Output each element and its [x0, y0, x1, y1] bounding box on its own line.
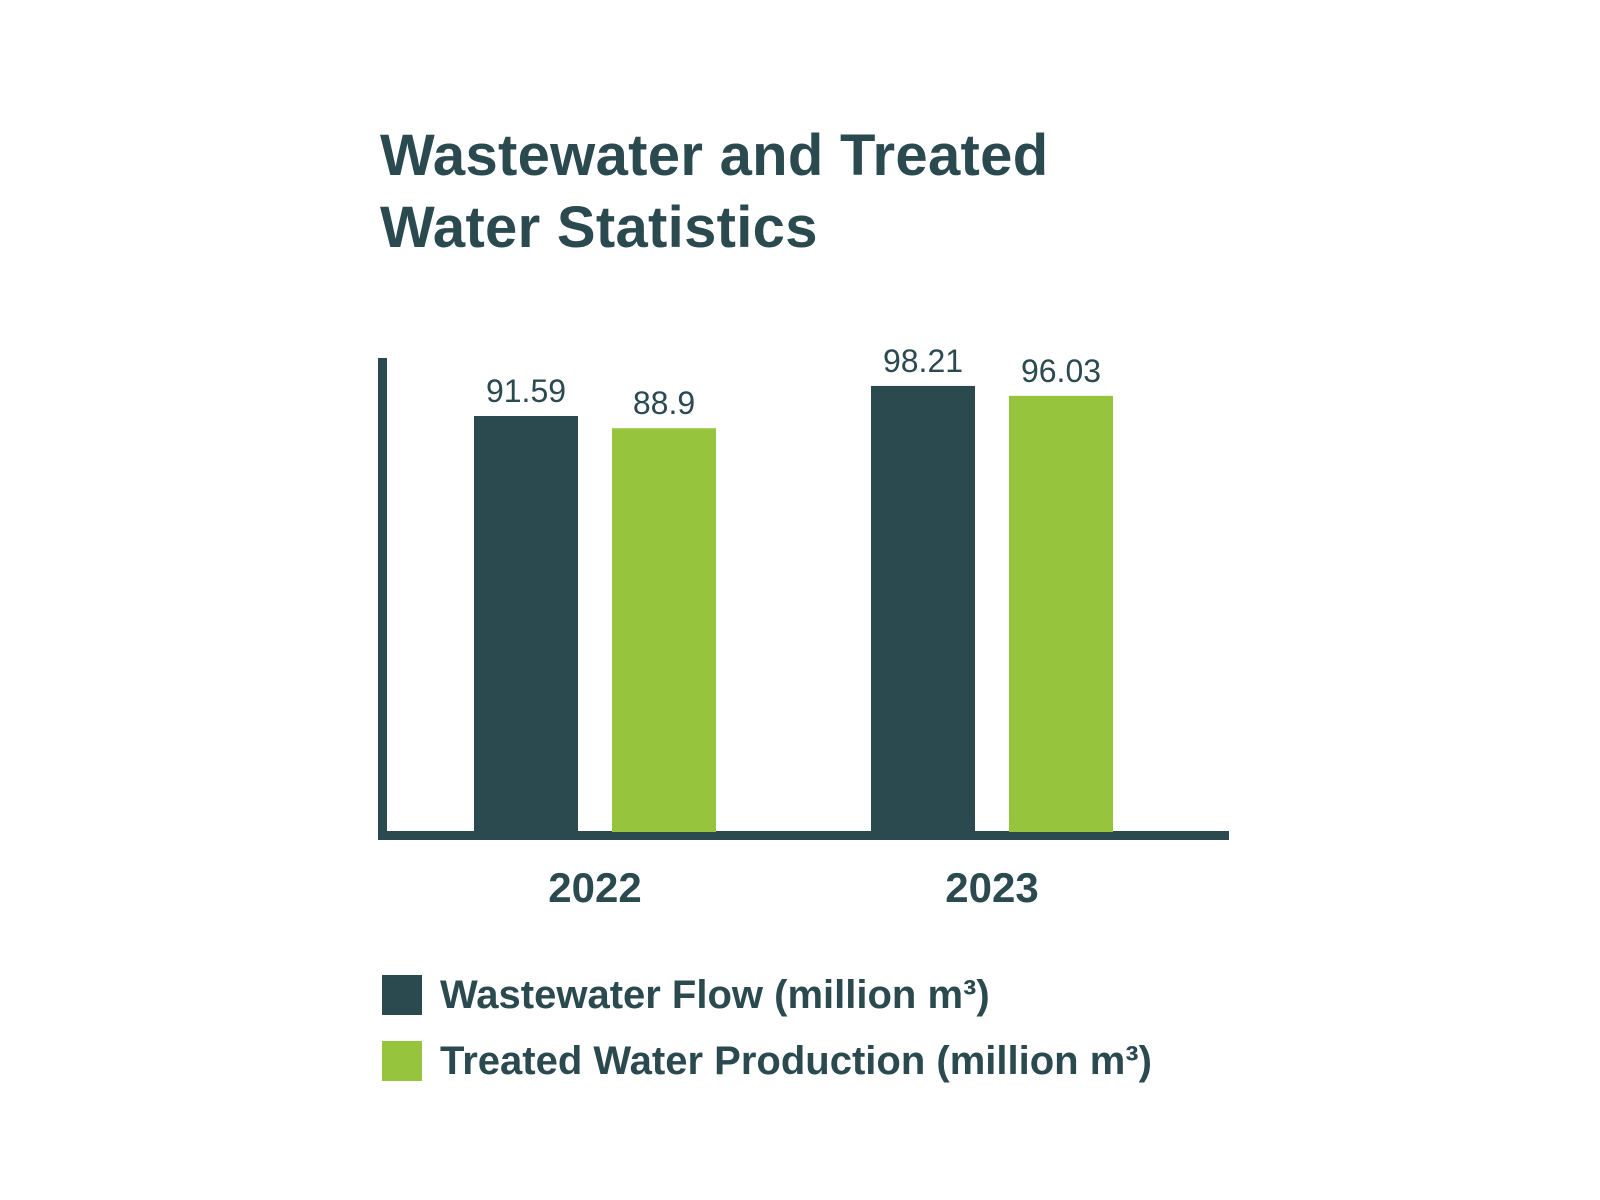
data-label-2023-series-1: 98.21 — [883, 343, 963, 379]
data-label-2023-series-2: 96.03 — [1021, 353, 1101, 389]
x-axis-line — [378, 831, 1229, 840]
chart-axes — [378, 358, 1229, 840]
bar-2023-series-1 — [871, 385, 975, 832]
legend-item-wastewater-flow: Wastewater Flow (million m³) — [382, 962, 1152, 1028]
x-tick-label-2022: 2022 — [548, 864, 641, 911]
chart-bars — [474, 385, 1113, 832]
data-label-2022-series-2: 88.9 — [633, 385, 695, 421]
chart-legend: Wastewater Flow (million m³) Treated Wat… — [382, 962, 1152, 1094]
data-label-2022-series-1: 91.59 — [486, 373, 566, 409]
legend-swatch-treated-water-production — [382, 1041, 422, 1081]
legend-label-treated-water-production: Treated Water Production (million m³) — [440, 1038, 1152, 1083]
chart-title-line-1: Wastewater and Treated — [380, 123, 1049, 188]
chart-labels: 91.59 88.9 2022 98.21 96.03 2023 — [486, 343, 1101, 911]
chart-title: Wastewater and Treated Water Statistics — [380, 120, 1048, 264]
bar-2022-series-2 — [612, 428, 716, 832]
legend-item-treated-water-production: Treated Water Production (million m³) — [382, 1028, 1152, 1094]
legend-label-wastewater-flow: Wastewater Flow (million m³) — [440, 972, 990, 1017]
y-axis-line — [378, 358, 387, 840]
bar-2022-series-1 — [474, 416, 578, 832]
x-tick-label-2023: 2023 — [945, 864, 1038, 911]
legend-swatch-wastewater-flow — [382, 975, 422, 1015]
bar-2023-series-2 — [1009, 395, 1113, 832]
chart-title-line-2: Water Statistics — [380, 195, 818, 260]
